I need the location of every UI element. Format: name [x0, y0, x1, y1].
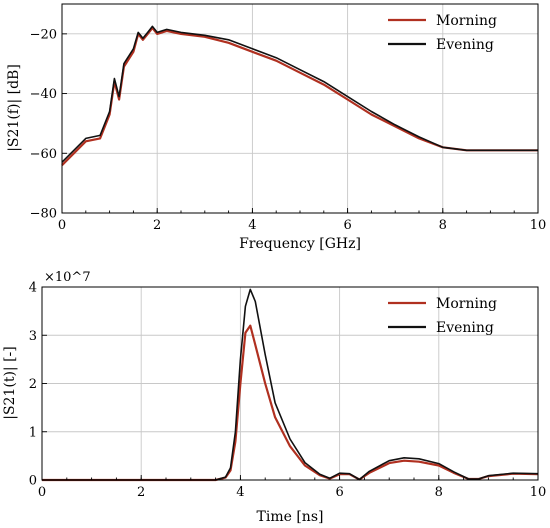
time-x-tick-label: 4	[236, 485, 244, 500]
frequency-x-tick-label: 4	[248, 218, 256, 233]
frequency-x-axis-label: Frequency [GHz]	[239, 236, 361, 252]
frequency-ticks	[61, 33, 539, 214]
legend-label-morning: Morning	[436, 13, 497, 29]
time-legend: Morning Evening	[388, 296, 497, 336]
time-y-axis-label: |S21(t)| [-]	[2, 346, 18, 420]
time-tick-labels: 0 2 4 6 8 10 0 1 2 3 4	[29, 281, 547, 501]
frequency-series-lines	[61, 25, 538, 166]
time-grid	[42, 287, 538, 480]
time-y-tick-label: 1	[29, 425, 37, 440]
frequency-y-tick-label: −20	[30, 27, 57, 42]
time-y-multiplier: ×10^7	[44, 270, 91, 285]
time-x-tick-label: 6	[335, 485, 343, 500]
time-x-tick-label: 0	[38, 485, 46, 500]
frequency-y-tick-label: −60	[30, 147, 57, 162]
legend-label-evening: Evening	[436, 37, 494, 53]
frequency-x-tick-label: 8	[439, 218, 447, 233]
time-y-tick-label: 0	[29, 474, 37, 489]
frequency-y-tick-label: −40	[30, 87, 57, 102]
time-x-tick-label: 2	[137, 485, 145, 500]
time-series-evening-line	[42, 288, 539, 481]
frequency-x-tick-label: 10	[530, 218, 547, 233]
time-response-chart: 0 2 4 6 8 10 0 1 2 3 4 ×10^7 Time [ns] |S21(t)| [-…	[2, 270, 546, 525]
legend-label-evening: Evening	[436, 320, 494, 336]
time-x-axis-label: Time [ns]	[257, 509, 324, 525]
frequency-x-tick-label: 0	[58, 218, 66, 233]
frequency-series-evening-line	[61, 25, 538, 163]
frequency-y-tick-label: −80	[30, 207, 57, 222]
legend-label-morning: Morning	[436, 296, 497, 312]
time-y-tick-label: 2	[29, 377, 37, 392]
time-y-tick-label: 4	[29, 281, 37, 296]
frequency-response-chart: 0 2 4 6 8 10 −20 −40 −60 −80 Frequency [GHz] |S21…	[6, 3, 547, 252]
frequency-x-tick-label: 2	[153, 218, 161, 233]
frequency-grid	[62, 4, 538, 213]
frequency-tick-labels: 0 2 4 6 8 10 −20 −40 −60 −80	[30, 27, 547, 233]
time-ticks	[41, 286, 539, 481]
frequency-legend: Morning Evening	[388, 13, 497, 53]
time-x-tick-label: 10	[530, 485, 547, 500]
frequency-plot-frame	[61, 3, 539, 214]
time-x-tick-label: 8	[435, 485, 443, 500]
time-y-tick-label: 3	[29, 329, 37, 344]
frequency-y-axis-label: |S21(f)| [dB]	[6, 64, 22, 152]
time-series-lines	[42, 288, 539, 482]
frequency-x-tick-label: 6	[343, 218, 351, 233]
time-series-morning-line	[42, 324, 539, 482]
